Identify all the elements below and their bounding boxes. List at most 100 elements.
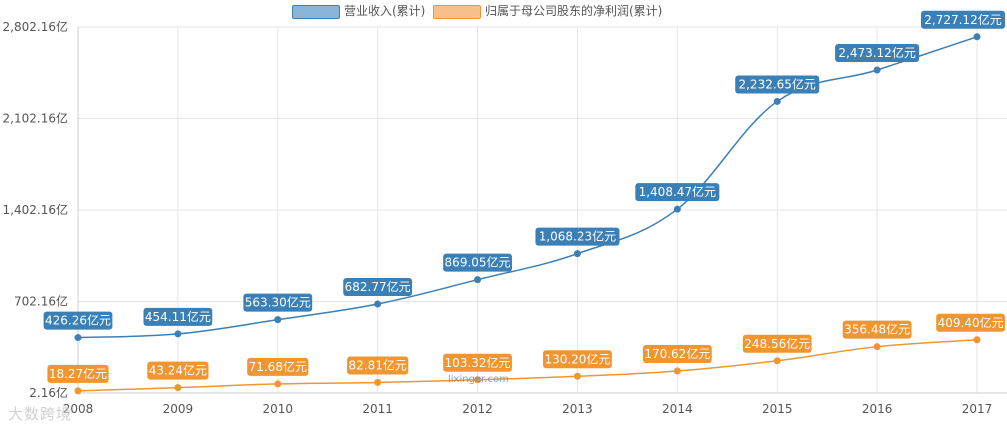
data-point [74,387,82,395]
x-tick-label: 2008 [63,402,94,416]
data-point [973,33,981,41]
data-label-text: 130.20亿元 [544,351,610,366]
y-tick-label: 702.16亿 [14,294,68,309]
data-label-bg [347,356,409,375]
y-axis: 2.16亿 702.16亿 1,402.16亿 2,102.16亿 2,802.16亿 [3,19,79,400]
data-label-text: 869.05亿元 [445,255,511,270]
x-tick-label: 2016 [862,402,893,416]
data-label-bg [642,344,712,363]
data-label-bg [343,278,413,297]
data-point [773,357,781,365]
data-point [474,276,482,284]
data-label: 170.62亿元 [642,344,712,363]
data-label: 82.81亿元 [347,356,409,375]
data-label-bg [735,75,820,94]
series-line-0 [77,36,978,339]
data-label: 454.11亿元 [143,307,213,326]
data-label-text: 82.81亿元 [348,357,406,372]
data-label: 71.68亿元 [247,357,309,376]
data-label-text: 409.40亿元 [938,315,1004,330]
data-point [573,372,581,380]
data-label-bg [543,350,612,369]
x-tick-label: 2009 [163,402,194,416]
y-tick-label: 1,402.16亿 [3,202,68,217]
data-label: 409.40亿元 [936,313,1005,332]
data-label-text: 103.32亿元 [445,355,511,370]
data-label: 18.27亿元 [47,364,109,383]
legend-swatch-net-profit [433,5,481,19]
data-point [673,367,681,375]
y-tick-label: 2,802.16亿 [3,19,68,34]
data-label: 43.24亿元 [147,361,209,380]
x-tick-label: 2011 [362,402,393,416]
watermark-text: lixinger.com [448,374,509,385]
legend-swatch-revenue [292,5,340,19]
data-labels: 426.26亿元 454.11亿元 563.30亿元 682.77亿元 869.05亿元… [43,10,1005,383]
data-label: 426.26亿元 [43,311,113,330]
data-label: 2,727.12亿元 [921,10,1005,29]
data-label-text: 2,727.12亿元 [924,12,1001,27]
data-label: 2,473.12亿元 [835,44,920,63]
data-label-text: 71.68亿元 [249,359,307,374]
data-label-bg [921,10,1005,29]
data-label-text: 2,473.12亿元 [838,45,915,60]
data-label-bg [443,253,512,272]
series-line-1 [77,339,978,392]
x-tick-label: 2010 [263,402,294,416]
data-label-bg [443,353,512,372]
data-label-bg [47,364,109,383]
data-label-text: 248.56亿元 [744,336,810,351]
x-tick-label: 2017 [962,402,993,416]
data-label: 869.05亿元 [443,253,512,272]
data-label: 563.30亿元 [243,293,313,312]
data-label: 1,408.47亿元 [635,183,720,202]
data-point [174,384,182,392]
brand-watermark: 大数跨境 [8,405,73,423]
data-label-text: 682.77亿元 [345,279,411,294]
data-point [773,97,781,105]
data-label: 1,068.23亿元 [535,227,620,246]
data-label-text: 356.48亿元 [844,322,910,337]
x-tick-label: 2012 [462,402,493,416]
y-tick-label: 2.16亿 [29,385,68,400]
data-label: 2,232.65亿元 [735,75,820,94]
x-tick-label: 2013 [562,402,593,416]
data-label-text: 426.26亿元 [45,313,111,328]
data-point [873,66,881,74]
x-tick-label: 2014 [662,402,693,416]
data-label-bg [635,183,720,202]
data-point [274,316,282,324]
data-label-text: 170.62亿元 [644,346,710,361]
data-label-text: 43.24亿元 [149,363,207,378]
data-label: 356.48亿元 [842,320,912,339]
data-point [573,250,581,258]
data-label-bg [936,313,1005,332]
legend-label-net-profit: 归属于母公司股东的净利润(累计) [485,4,663,18]
data-label: 248.56亿元 [742,334,812,353]
data-point [174,330,182,338]
data-label-text: 563.30亿元 [245,295,311,310]
data-point [274,380,282,388]
data-label-text: 18.27亿元 [49,366,107,381]
x-tick-label: 2015 [762,402,793,416]
data-label-text: 2,232.65亿元 [738,76,815,91]
data-label: 130.20亿元 [543,350,612,369]
data-label-bg [247,357,309,376]
data-label-text: 454.11亿元 [145,309,211,324]
data-label-bg [243,293,313,312]
data-label-bg [835,44,920,63]
data-point [74,334,82,342]
data-label-bg [147,361,209,380]
data-point [873,343,881,351]
chart-legend: 营业收入(累计) 归属于母公司股东的净利润(累计) [0,2,1007,20]
y-tick-label: 2,102.16亿 [3,111,68,126]
data-point [673,205,681,213]
data-label-bg [143,307,213,326]
legend-label-revenue: 营业收入(累计) [344,4,426,18]
data-label-text: 1,068.23亿元 [539,229,616,244]
data-label-text: 1,408.47亿元 [639,184,716,199]
data-label-bg [535,227,620,246]
data-label: 682.77亿元 [343,278,413,297]
data-point [973,336,981,344]
